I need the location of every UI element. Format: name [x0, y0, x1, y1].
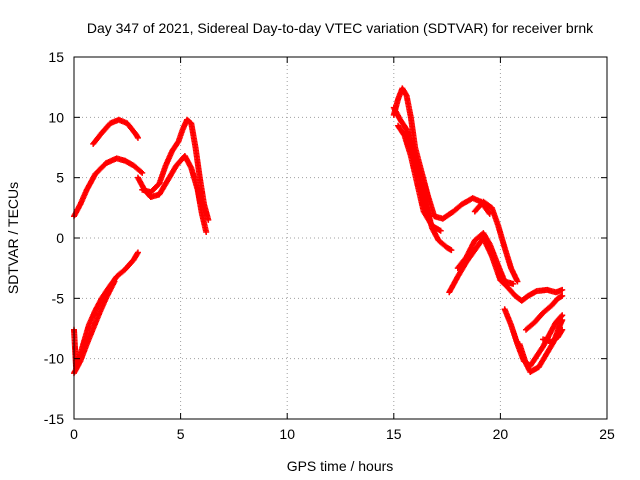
y-tick-label: 5 — [56, 170, 64, 186]
series-arc-b — [90, 116, 141, 147]
data-point-marker — [111, 278, 118, 285]
data-point-marker — [514, 278, 521, 285]
y-axis-label: SDTVAR / TECUs — [5, 182, 21, 294]
x-tick-label: 20 — [493, 426, 509, 442]
series-arc-a — [71, 155, 146, 220]
y-tick-label: -15 — [44, 411, 64, 427]
y-tick-label: -10 — [44, 351, 64, 367]
series-arc-i — [395, 122, 444, 234]
data-point-marker — [559, 286, 566, 293]
data-point-marker — [203, 228, 210, 235]
data-point-marker — [205, 216, 212, 223]
series-arc-g — [390, 85, 493, 222]
data-point-marker — [448, 247, 455, 254]
series-arc-p — [540, 326, 566, 345]
data-point-marker — [134, 249, 141, 256]
data-point-marker — [559, 326, 566, 333]
series-arc-l — [471, 198, 521, 285]
series-arc-j — [446, 235, 566, 304]
series-arc-o — [522, 292, 566, 333]
data-point-marker — [437, 227, 444, 234]
data-point-marker — [134, 134, 141, 141]
x-tick-label: 10 — [279, 426, 295, 442]
chart-title: Day 347 of 2021, Sidereal Day-to-day VTE… — [87, 20, 594, 36]
y-tick-label: -5 — [52, 290, 65, 306]
data-point-marker — [139, 169, 146, 176]
x-tick-label: 15 — [386, 426, 402, 442]
y-tick-label: 15 — [48, 49, 64, 65]
axis-ticks: 0 5 10 15 20 25 -15 -10 -5 0 5 10 15 — [44, 49, 615, 442]
series-arc-d — [139, 116, 212, 223]
data-points — [71, 85, 566, 377]
data-point-marker — [559, 317, 566, 324]
series-arc-f — [71, 278, 118, 377]
y-tick-label: 0 — [56, 230, 64, 246]
data-point-marker — [510, 280, 517, 287]
data-point-marker — [559, 292, 566, 299]
series-arc-k — [454, 230, 517, 287]
x-tick-label: 0 — [70, 426, 78, 442]
x-axis-label: GPS time / hours — [287, 458, 394, 474]
y-tick-label: 10 — [48, 109, 64, 125]
x-tick-label: 25 — [599, 426, 615, 442]
x-tick-label: 5 — [177, 426, 185, 442]
data-point-marker — [138, 168, 145, 175]
